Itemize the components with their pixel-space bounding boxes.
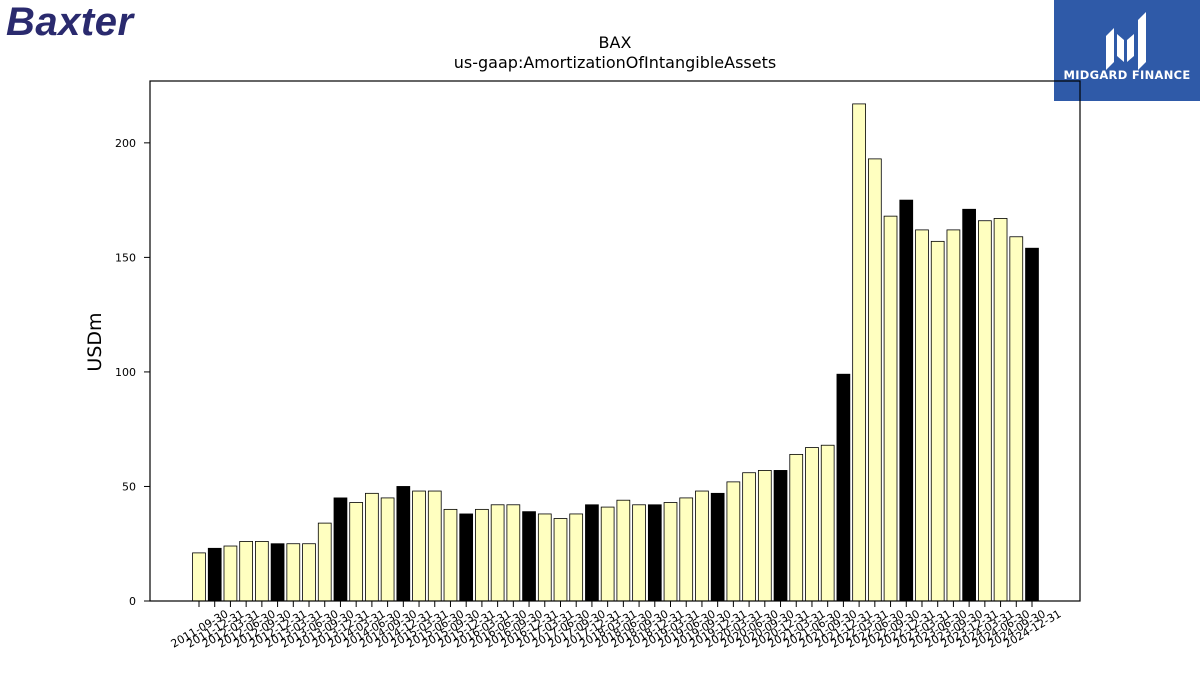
bar-2020-12-31 [773, 470, 788, 602]
bar-2019-03-31 [663, 502, 678, 602]
bar-2017-09-30 [569, 513, 584, 602]
bar-2021-12-31 [836, 373, 851, 602]
bar-2020-09-30 [757, 470, 772, 602]
bar-2022-09-30 [883, 215, 898, 602]
bar-2015-03-31 [412, 490, 426, 602]
midgard-finance-wordmark: MIDGARD FINANCE [1063, 68, 1191, 82]
bar-2024-09-30 [1009, 236, 1024, 602]
bar-2012-12-31 [270, 543, 285, 602]
y-tick-label: 0 [129, 595, 136, 608]
bar-2012-03-31 [223, 545, 238, 602]
bar-2021-03-31 [789, 453, 804, 602]
bar-2014-09-30 [380, 497, 395, 602]
bar-2015-09-30 [443, 508, 458, 602]
y-axis-ticks: 0 50 100 150 200 [115, 137, 150, 608]
bar-2016-06-30 [490, 504, 505, 602]
chart-subtitle: us-gaap:AmortizationOfIntangibleAssets [454, 53, 776, 72]
bar-2013-06-30 [302, 543, 316, 602]
bar-2023-12-31 [962, 208, 976, 602]
midgard-emblem-icon [1106, 12, 1146, 70]
bar-2017-03-31 [537, 513, 552, 602]
bar-2011-09-30 [192, 552, 206, 602]
bar-2020-03-31 [726, 481, 741, 602]
bar-2016-03-31 [475, 508, 489, 602]
x-axis-ticks: 2011-09-302011-12-312012-03-312012-06-30… [169, 601, 1064, 651]
bar-2018-09-30 [632, 504, 646, 602]
bar-2018-06-30 [616, 499, 631, 602]
y-tick-label: 50 [122, 480, 136, 493]
bar-2024-06-30 [993, 218, 1008, 602]
plot-frame [149, 80, 1081, 602]
bar-2012-06-30 [239, 541, 254, 602]
bar-2022-06-30 [867, 158, 882, 602]
y-tick-label: 200 [115, 137, 136, 150]
bar-2013-12-31 [333, 497, 348, 602]
y-tick-label: 150 [115, 251, 136, 264]
bar-2017-12-31 [585, 504, 599, 602]
bar-2023-06-30 [930, 240, 945, 602]
bar-2024-12-31 [1025, 247, 1039, 602]
bar-2018-03-31 [600, 506, 615, 602]
bar-2013-03-31 [286, 543, 301, 602]
bar-2019-06-30 [679, 497, 694, 602]
bar-2022-03-31 [852, 103, 866, 602]
bar-2016-12-31 [522, 511, 536, 602]
bar-2020-06-30 [742, 472, 756, 602]
bar-2021-06-30 [805, 447, 819, 602]
bar-2017-06-30 [553, 518, 568, 602]
baxter-logo: Baxter [6, 0, 134, 44]
bar-2019-12-31 [710, 492, 725, 602]
bar-2024-03-31 [978, 220, 992, 602]
y-axis-label: USDm [84, 312, 106, 371]
bar-series [192, 103, 1039, 602]
bar-2014-03-31 [349, 502, 364, 602]
chart-title: BAX [599, 33, 632, 52]
bar-2019-09-30 [695, 490, 709, 602]
bar-2014-12-31 [396, 486, 411, 602]
bar-2023-03-31 [915, 229, 929, 602]
bar-2012-09-30 [255, 541, 269, 602]
bar-2021-09-30 [820, 444, 835, 602]
bar-2022-12-31 [899, 199, 914, 602]
bar-2014-06-30 [365, 492, 379, 602]
bar-2015-06-30 [427, 490, 442, 602]
bar-2015-12-31 [459, 513, 474, 602]
bar-2013-09-30 [317, 522, 332, 602]
bar-2023-09-30 [946, 229, 961, 602]
midgard-finance-logo: MIDGARD FINANCE [1054, 0, 1200, 101]
bar-2011-12-31 [207, 547, 222, 602]
bar-2018-12-31 [647, 504, 662, 602]
y-tick-label: 100 [115, 366, 136, 379]
bar-2016-09-30 [506, 504, 521, 602]
